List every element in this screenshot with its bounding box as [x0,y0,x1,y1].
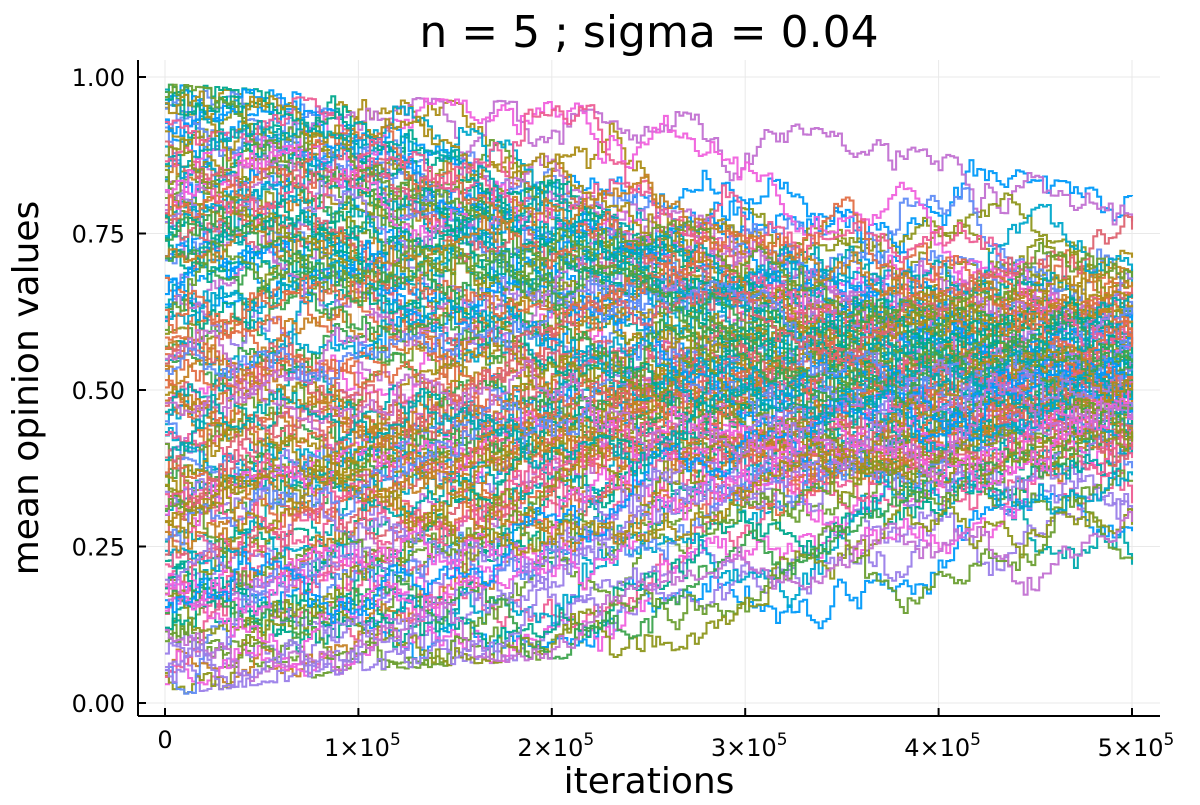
series-line [165,398,1134,645]
x-tick-exponent: 5 [1164,730,1175,750]
series-line [165,329,1134,478]
y-tick-label: 0.50 [72,377,125,405]
x-axis-label: iterations [564,761,735,800]
series-line [165,198,1134,421]
series-line [165,173,1134,336]
axes [137,60,1160,717]
x-tick-label: 3×105 [711,730,788,762]
series-line [165,294,1134,477]
x-tick-exponent: 5 [583,730,594,750]
series-line [165,511,1134,683]
x-tick-exponent: 5 [970,730,981,750]
series-line [165,489,1134,667]
series-line [165,357,1134,624]
x-tick-label: 0 [157,726,172,754]
x-tick-label: 2×105 [517,730,594,762]
series-line [165,206,1134,408]
series-line [165,324,1134,468]
series-line [165,104,1134,347]
series-line [165,344,1134,553]
x-tick-label: 5×105 [1098,730,1175,762]
y-tick-label: 0.25 [72,534,125,562]
x-tick-exponent: 5 [390,730,401,750]
x-tick-label: 1×105 [324,730,401,762]
y-axis-label: mean opinion values [6,201,47,576]
y-tick-label: 0.75 [72,221,125,249]
x-tick-label: 4×105 [904,730,981,762]
y-tick-label: 0.00 [72,690,125,718]
ticks: 0.00 0.25 0.50 0.75 1.00 0 1×105 2×105 3×105 4×10… [72,64,1175,762]
series-traces [165,83,1134,695]
chart-title: n = 5 ; sigma = 0.04 [419,7,878,58]
series-line [165,422,1134,656]
x-tick-exponent: 5 [777,730,788,750]
series-line [165,219,1134,338]
series-line [165,346,1134,556]
series-line [165,90,1134,349]
y-tick-label: 1.00 [72,64,125,92]
